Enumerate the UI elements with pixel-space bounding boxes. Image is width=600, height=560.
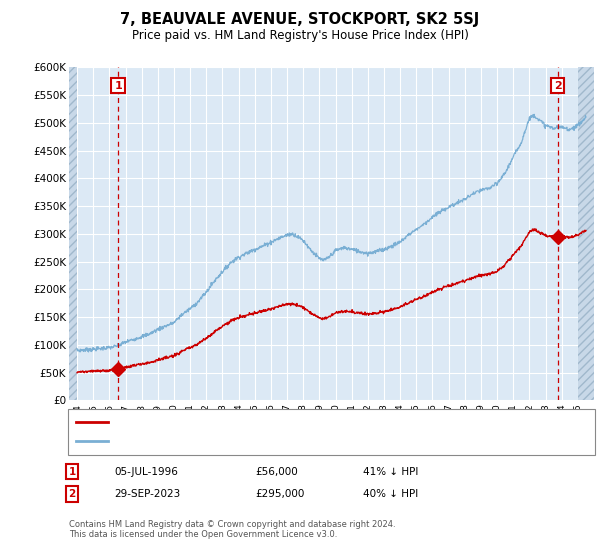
Text: £295,000: £295,000 bbox=[255, 489, 304, 499]
Bar bbox=[578, 67, 594, 400]
Text: 05-JUL-1996: 05-JUL-1996 bbox=[114, 466, 178, 477]
Text: 2: 2 bbox=[554, 81, 562, 91]
Bar bbox=[69, 67, 77, 400]
Text: 7, BEAUVALE AVENUE, STOCKPORT, SK2 5SJ (detached house): 7, BEAUVALE AVENUE, STOCKPORT, SK2 5SJ (… bbox=[114, 417, 423, 427]
Text: 1: 1 bbox=[68, 466, 76, 477]
Text: 41% ↓ HPI: 41% ↓ HPI bbox=[363, 466, 418, 477]
Text: HPI: Average price, detached house, Stockport: HPI: Average price, detached house, Stoc… bbox=[114, 436, 346, 446]
Text: Contains HM Land Registry data © Crown copyright and database right 2024.
This d: Contains HM Land Registry data © Crown c… bbox=[69, 520, 395, 539]
Text: 29-SEP-2023: 29-SEP-2023 bbox=[114, 489, 180, 499]
Text: £56,000: £56,000 bbox=[255, 466, 298, 477]
Text: 7, BEAUVALE AVENUE, STOCKPORT, SK2 5SJ: 7, BEAUVALE AVENUE, STOCKPORT, SK2 5SJ bbox=[121, 12, 479, 27]
Text: 40% ↓ HPI: 40% ↓ HPI bbox=[363, 489, 418, 499]
Text: 2: 2 bbox=[68, 489, 76, 499]
Text: Price paid vs. HM Land Registry's House Price Index (HPI): Price paid vs. HM Land Registry's House … bbox=[131, 29, 469, 42]
Text: 1: 1 bbox=[114, 81, 122, 91]
